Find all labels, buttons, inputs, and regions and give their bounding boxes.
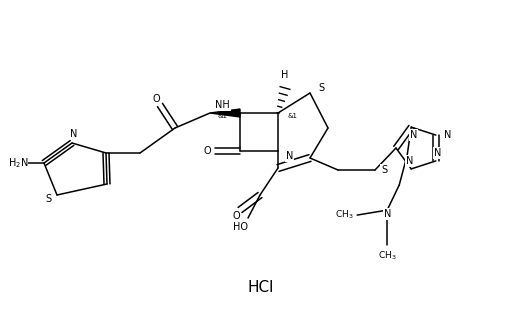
Text: N: N (444, 130, 451, 140)
Text: &1: &1 (218, 113, 228, 119)
Text: H: H (281, 70, 289, 80)
Text: O: O (203, 146, 211, 156)
Text: HCl: HCl (248, 281, 274, 295)
Text: S: S (318, 83, 324, 93)
Text: N: N (405, 156, 413, 166)
Polygon shape (210, 109, 240, 117)
Text: N: N (410, 130, 417, 140)
Text: S: S (45, 194, 51, 204)
Text: &1: &1 (288, 113, 298, 119)
Text: N: N (383, 209, 391, 219)
Text: CH$_3$: CH$_3$ (378, 249, 396, 262)
Text: O: O (232, 211, 240, 221)
Text: N: N (70, 129, 78, 139)
Text: NH: NH (215, 100, 230, 110)
Text: O: O (152, 94, 160, 104)
Text: CH$_3$: CH$_3$ (335, 209, 353, 221)
Text: N: N (434, 148, 441, 158)
Text: S: S (381, 165, 387, 175)
Text: H$_2$N: H$_2$N (7, 156, 28, 170)
Text: N: N (286, 151, 293, 161)
Text: HO: HO (233, 222, 248, 232)
